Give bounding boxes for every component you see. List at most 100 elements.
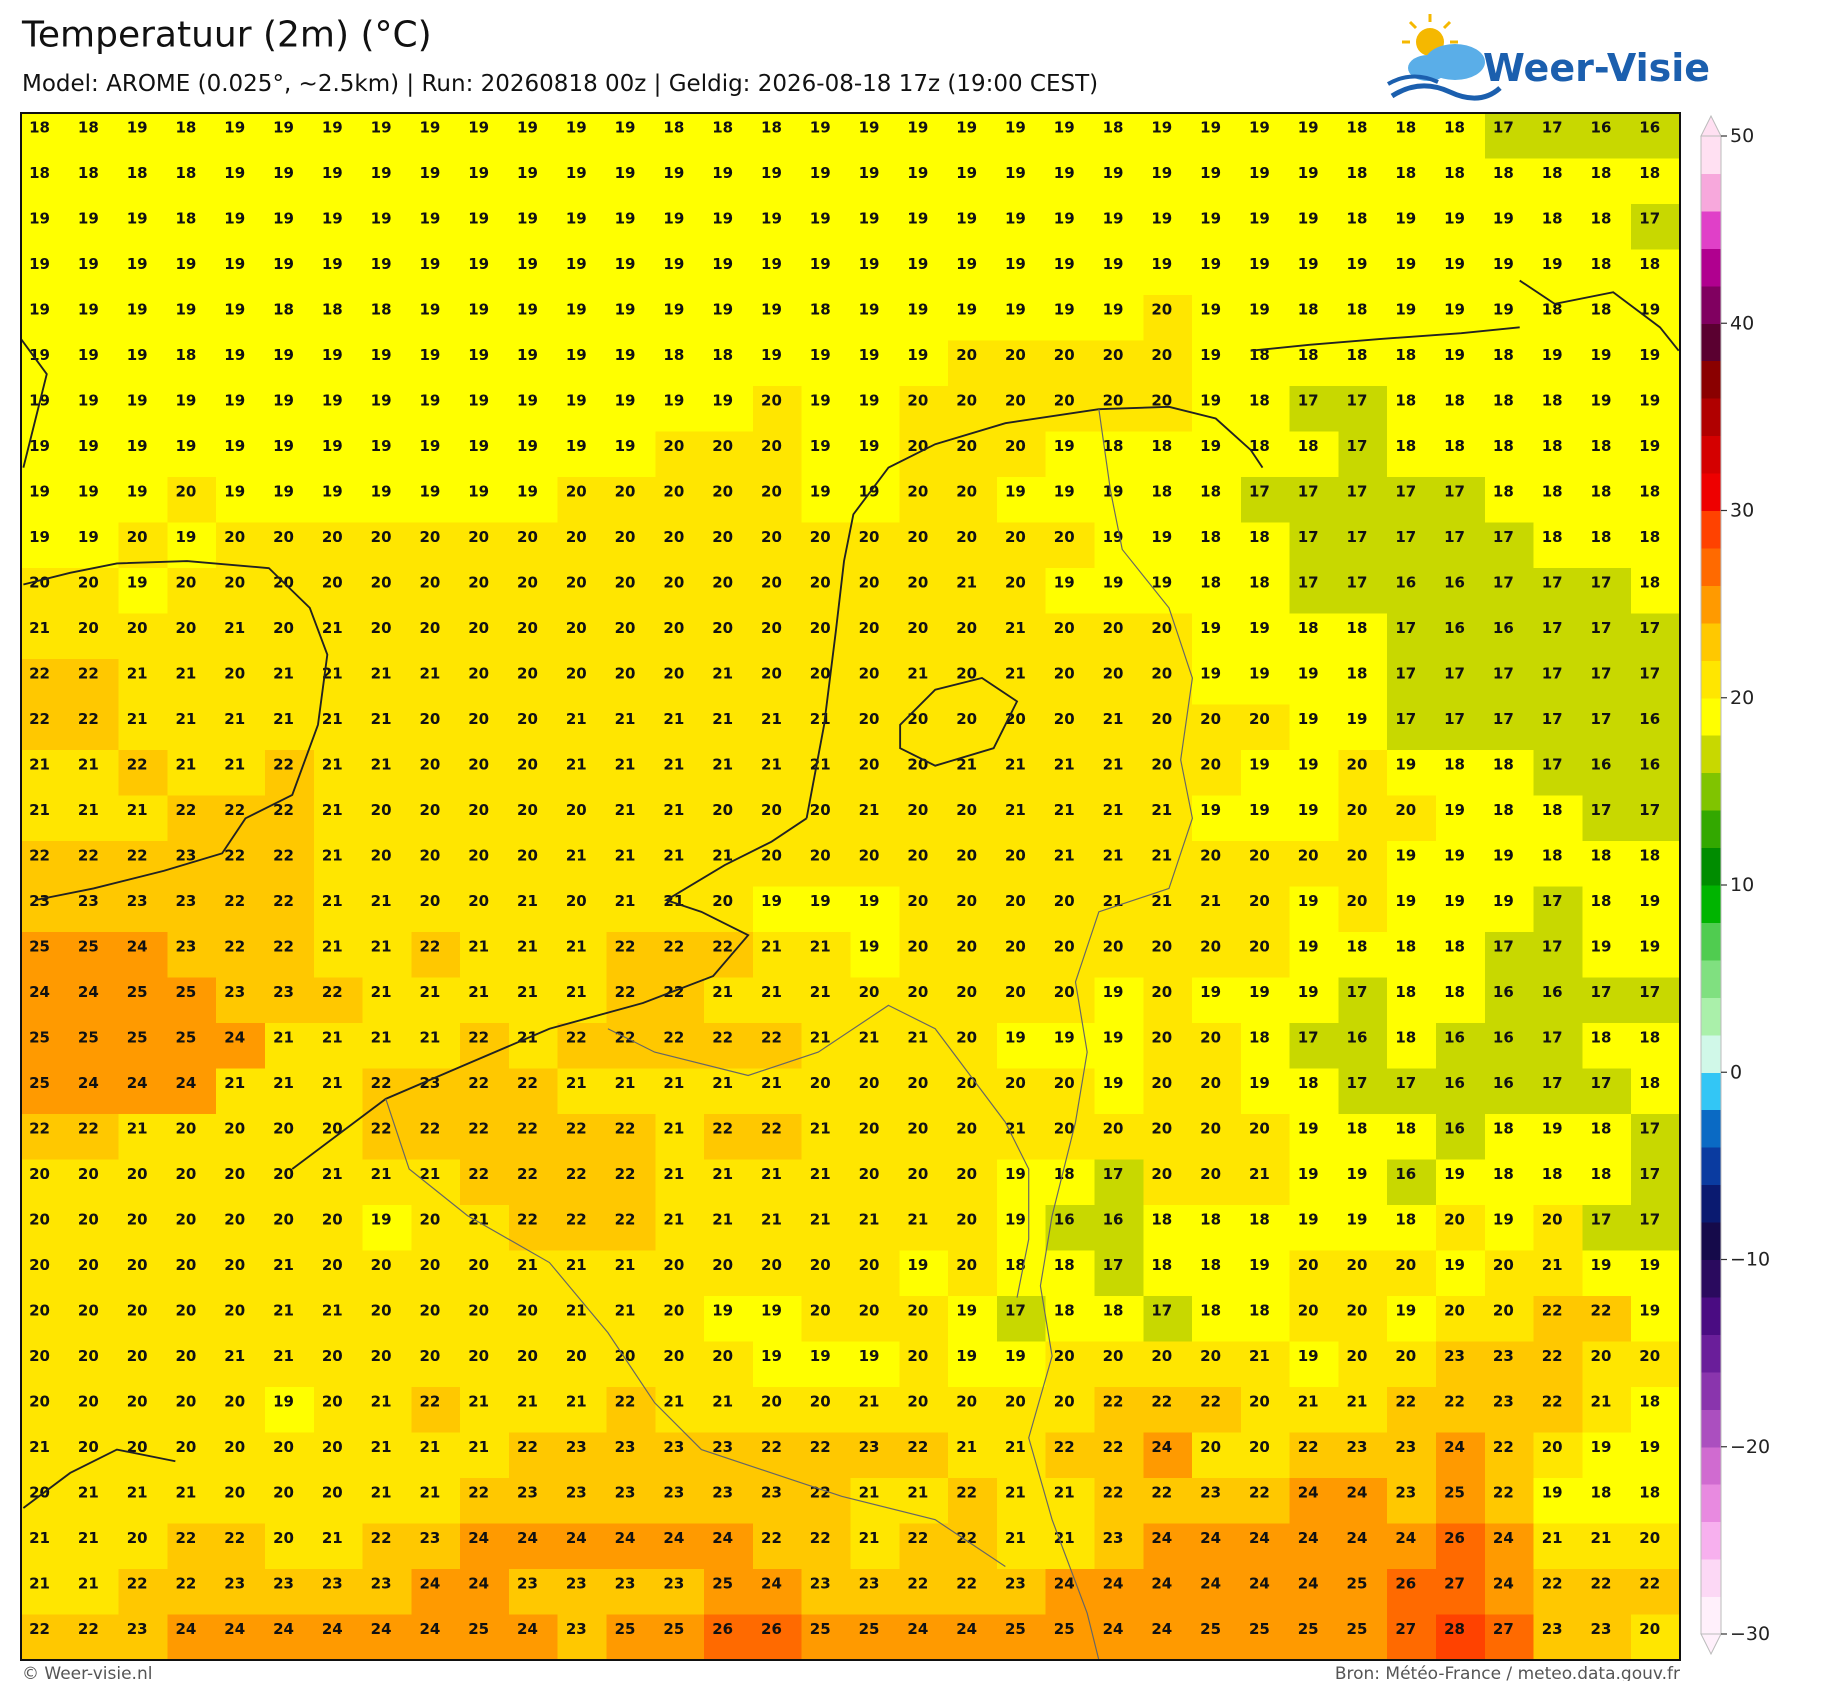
cell-label: 21: [175, 1484, 196, 1502]
temperature-cell: [313, 158, 364, 205]
cell-label: 20: [1200, 1347, 1221, 1365]
cell-label: 20: [1103, 665, 1124, 683]
cell-label: 22: [224, 801, 245, 819]
cell-label: 19: [761, 164, 782, 182]
temperature-cell: [996, 113, 1047, 160]
colorbar-segment: [1701, 922, 1721, 961]
cell-label: 20: [956, 1393, 977, 1411]
temperature-cell: [655, 204, 705, 251]
temperature-cell: [313, 1159, 364, 1206]
cell-label: 20: [419, 847, 440, 865]
temperature-cell: [69, 1478, 120, 1525]
temperature-cell: [1436, 1159, 1486, 1206]
cell-label: 21: [322, 756, 343, 774]
cell-label: 20: [1005, 847, 1026, 865]
temperature-cell: [948, 613, 998, 660]
temperature-cell: [313, 750, 364, 797]
cell-label: 19: [663, 164, 684, 182]
temperature-cell: [801, 340, 852, 387]
cell-label: 20: [1103, 346, 1124, 364]
temperature-cell: [1094, 659, 1144, 706]
cell-label: 19: [224, 346, 245, 364]
temperature-cell: [801, 1250, 852, 1297]
cell-label: 19: [1249, 619, 1270, 637]
temperature-cell: [69, 1569, 120, 1616]
temperature-cell: [216, 477, 266, 524]
cell-label: 25: [615, 1620, 636, 1638]
temperature-cell: [1533, 1614, 1584, 1661]
temperature-cell: [1436, 1569, 1486, 1616]
cell-label: 21: [322, 1029, 343, 1047]
temperature-cell: [704, 1478, 754, 1525]
temperature-cell: [1484, 477, 1535, 524]
temperature-cell: [69, 1341, 120, 1388]
cell-label: 16: [1591, 119, 1612, 137]
cell-label: 20: [1005, 346, 1026, 364]
temperature-cell: [1387, 1023, 1437, 1070]
temperature-cell: [1436, 932, 1486, 979]
temperature-cell: [655, 158, 705, 205]
temperature-cell: [899, 204, 949, 251]
cell-label: 19: [1444, 892, 1465, 910]
temperature-cell: [996, 841, 1047, 888]
temperature-cell: [362, 158, 412, 205]
cell-label: 19: [1444, 301, 1465, 319]
cell-label: 22: [1493, 1438, 1514, 1456]
cell-label: 24: [956, 1620, 977, 1638]
temperature-cell: [752, 522, 803, 569]
temperature-cell: [1582, 477, 1632, 524]
temperature-cell: [313, 1523, 364, 1570]
temperature-cell: [704, 340, 754, 387]
temperature-cell: [118, 1341, 168, 1388]
temperature-cell: [1582, 613, 1632, 660]
cell-label: 17: [1395, 483, 1416, 501]
cell-label: 20: [1054, 528, 1075, 546]
temperature-cell: [1533, 1387, 1584, 1434]
temperature-cell: [1240, 1523, 1291, 1570]
temperature-cell: [508, 1432, 559, 1479]
cell-label: 20: [956, 892, 977, 910]
cell-label: 19: [1444, 847, 1465, 865]
cell-label: 17: [1395, 1074, 1416, 1092]
cell-label: 20: [1103, 392, 1124, 410]
cell-label: 20: [615, 619, 636, 637]
cell-label: 24: [273, 1620, 294, 1638]
temperature-cell: [850, 750, 900, 797]
temperature-cell: [996, 386, 1047, 433]
temperature-cell: [1094, 977, 1144, 1024]
temperature-cell: [948, 1523, 998, 1570]
cell-label: 21: [371, 1393, 392, 1411]
temperature-cell: [411, 1478, 461, 1525]
temperature-cell: [1582, 1296, 1632, 1343]
temperature-cell: [801, 1387, 852, 1434]
cell-label: 19: [1200, 619, 1221, 637]
cell-label: 23: [663, 1438, 684, 1456]
colorbar-segment: [1701, 1222, 1721, 1260]
cell-label: 21: [371, 710, 392, 728]
temperature-cell: [411, 204, 461, 251]
cell-label: 18: [1395, 983, 1416, 1001]
cell-label: 16: [1395, 574, 1416, 592]
cell-label: 22: [517, 1165, 538, 1183]
temperature-cell: [460, 932, 510, 979]
temperature-cell: [1289, 841, 1340, 888]
temperature-cell: [264, 1296, 315, 1343]
cell-label: 19: [1005, 1211, 1026, 1229]
cell-label: 20: [810, 665, 831, 683]
temperature-cell: [167, 1478, 217, 1525]
temperature-cell: [704, 386, 754, 433]
cell-label: 19: [1054, 574, 1075, 592]
temperature-cell: [1240, 204, 1291, 251]
cell-label: 21: [663, 1393, 684, 1411]
cell-label: 20: [907, 1302, 928, 1320]
cell-label: 20: [1347, 847, 1368, 865]
cell-label: 21: [419, 983, 440, 1001]
cell-label: 21: [273, 1256, 294, 1274]
temperature-cell: [362, 1159, 412, 1206]
temperature-cell: [1582, 522, 1632, 569]
cell-label: 20: [29, 1302, 50, 1320]
temperature-cell: [752, 704, 803, 751]
cell-label: 20: [761, 483, 782, 501]
temperature-cell: [69, 1205, 120, 1252]
cell-label: 17: [1542, 756, 1563, 774]
